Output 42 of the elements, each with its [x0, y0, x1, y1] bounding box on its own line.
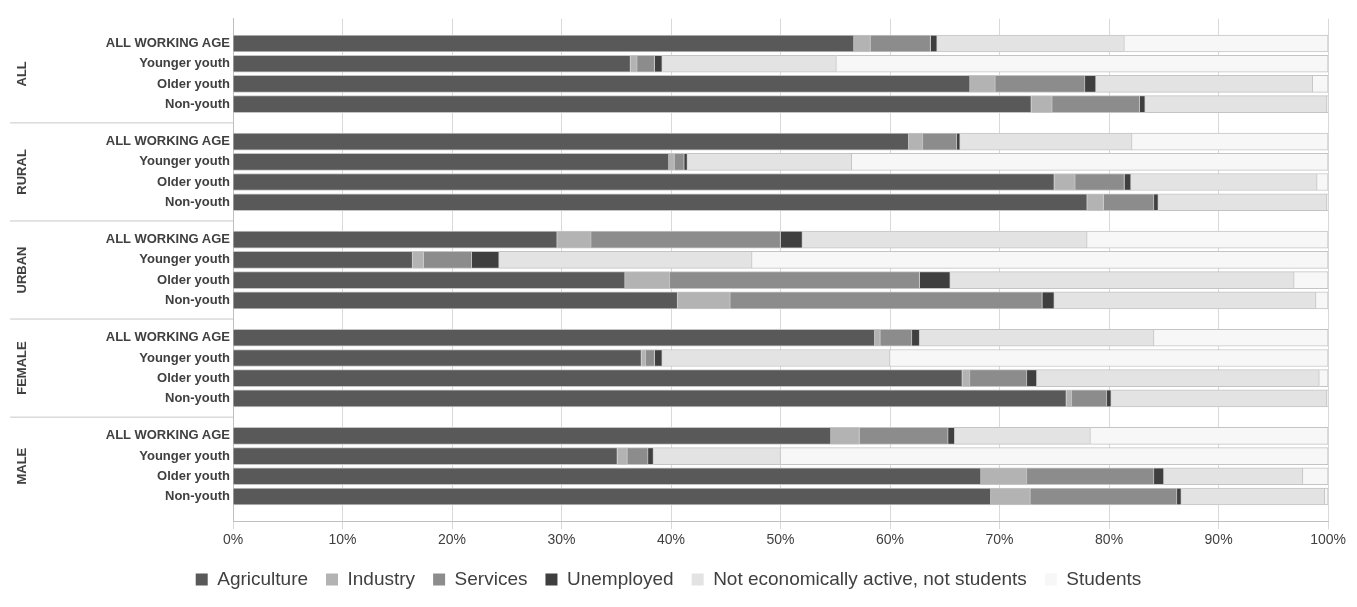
y-tick-label: Older youth	[157, 173, 231, 189]
y-tick-label: Non-youth	[165, 390, 231, 405]
legend-label: Students	[1066, 567, 1142, 589]
y-tick-label: ALL WORKING AGE	[105, 329, 231, 345]
x-tick-label: 100%	[1310, 531, 1346, 548]
text: ALL	[13, 61, 29, 87]
x-tick-label: 80%	[1095, 531, 1124, 548]
legend-label: Industry	[347, 567, 416, 589]
text: FEMALE	[13, 341, 29, 395]
legend-label: Not economically active, not students	[713, 567, 1027, 589]
text: RURAL	[13, 149, 29, 195]
text: URBAN	[13, 246, 29, 294]
y-tick-label: Younger youth	[139, 153, 231, 169]
y-tick-label: Younger youth	[139, 349, 231, 365]
x-tick-label: 0%	[222, 531, 244, 548]
y-tick-label: Non-youth	[165, 488, 231, 504]
y-tick-label: Older youth	[157, 369, 231, 385]
y-tick-label: Non-youth	[165, 193, 231, 209]
legend-label: Services	[454, 567, 528, 589]
y-tick-label: ALL WORKING AGE	[105, 35, 231, 51]
y-tick-label: Younger youth	[139, 447, 231, 463]
legend-label: Agriculture	[217, 567, 309, 589]
x-tick-label: 40%	[657, 531, 686, 548]
x-tick-label: 60%	[876, 531, 905, 548]
y-tick-label: Older youth	[157, 467, 231, 483]
text: MALE	[13, 447, 29, 485]
legend-label: Unemployed	[566, 567, 674, 589]
y-tick-label: ALL WORKING AGE	[105, 133, 231, 149]
y-tick-label: Younger youth	[139, 251, 231, 267]
x-tick-label: 10%	[328, 531, 357, 548]
x-tick-label: 50%	[766, 531, 795, 548]
y-tick-label: Non-youth	[165, 95, 231, 111]
y-tick-label: ALL WORKING AGE	[105, 427, 231, 443]
x-tick-label: 90%	[1204, 531, 1233, 548]
y-tick-label: Older youth	[157, 75, 231, 91]
x-tick-label: 30%	[547, 531, 576, 548]
y-tick-label: Older youth	[157, 271, 231, 287]
y-tick-label: Younger youth	[139, 55, 231, 71]
x-tick-label: 70%	[985, 531, 1014, 548]
y-tick-label: ALL WORKING AGE	[105, 231, 231, 247]
y-tick-label: Non-youth	[165, 291, 231, 307]
x-tick-label: 20%	[438, 531, 467, 548]
